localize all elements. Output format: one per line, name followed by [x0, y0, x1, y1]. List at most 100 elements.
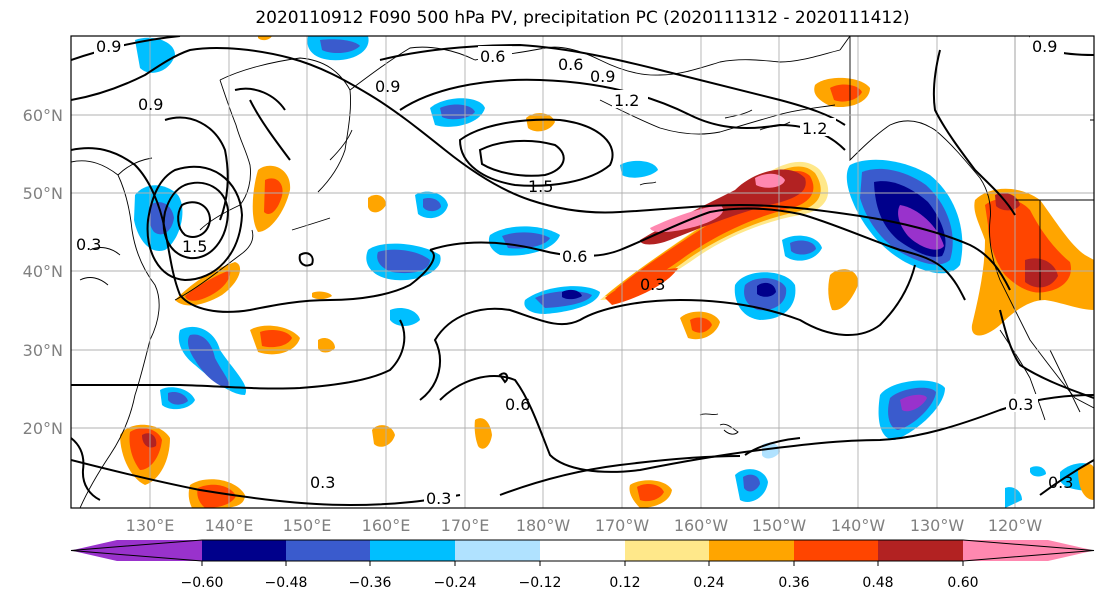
pv-contour-label: 1.5: [182, 237, 207, 256]
graticule: [71, 36, 1094, 508]
lat-labels: 60°N 50°N 40°N 30°N 20°N: [23, 106, 63, 438]
pv-contour: [234, 87, 286, 111]
colorbar-tick-label: −0.60: [181, 575, 224, 591]
pv-contour: [71, 459, 461, 507]
coastline: [349, 46, 476, 91]
precip-positive-region: [312, 291, 332, 300]
colorbar-tick-label: −0.36: [349, 575, 392, 591]
lon-label: 180°W: [516, 516, 571, 535]
label-bg: [612, 90, 648, 108]
precip-positive-region: [264, 178, 283, 215]
colorbar-tick-label: −0.12: [519, 575, 562, 591]
precip-positive-region: [185, 270, 231, 301]
precip-negative-region: [187, 334, 229, 388]
precip-positive-region: [637, 484, 664, 502]
pv-contour: [164, 116, 229, 221]
pv-contour-label: 0.3: [1048, 473, 1073, 492]
lon-label: 150°W: [752, 516, 807, 535]
pv-contour: [1039, 459, 1094, 496]
lon-label: 130°W: [910, 516, 965, 535]
colorbar-tick-label: 0.48: [862, 575, 893, 591]
precip-positive-region: [372, 425, 395, 447]
map-plot-area: 0.9 0.6 0.6 0.9 0.9 1.2 1.2 1.5 0.9 1.5 …: [71, 36, 1094, 508]
coastline: [219, 57, 351, 193]
precip-negative-region: [390, 308, 420, 326]
pv-contour: [249, 99, 291, 161]
label-bg: [478, 46, 512, 64]
precip-negative-region: [1030, 466, 1046, 477]
precip-positive-region: [650, 205, 724, 233]
precip-negative-region: [562, 289, 582, 300]
coastline: [174, 229, 254, 301]
precip-positive-region: [142, 433, 157, 448]
colorbar-swatch: [540, 540, 625, 561]
colorbar-labels: −0.60 −0.48 −0.36 −0.24 −0.12 0.12 0.24 …: [181, 575, 979, 591]
colorbar-tick-label: 0.12: [609, 575, 640, 591]
precip-positive-region: [830, 84, 862, 102]
precip-negative-region: [757, 282, 776, 297]
precip-negative-region: [440, 104, 475, 120]
pv-contours: [71, 36, 1094, 507]
precip-negative-region: [377, 249, 430, 274]
pv-contour: [744, 437, 801, 456]
pv-contour: [498, 372, 509, 384]
pv-contour: [499, 455, 741, 496]
precip-positive-region: [828, 269, 859, 311]
lat-label: 60°N: [23, 106, 63, 125]
coastline: [71, 160, 160, 508]
colorbar-swatch: [202, 540, 286, 561]
pv-contour: [399, 78, 846, 151]
pv-contour-label: 0.3: [426, 489, 451, 508]
precip-positive-region: [318, 337, 335, 353]
precip-positive-region: [368, 194, 386, 213]
label-bg: [94, 37, 124, 55]
precip-negative-region: [168, 391, 188, 405]
pv-contour: [932, 49, 1016, 216]
colorbar-swatch: [625, 540, 709, 561]
pv-contour: [458, 118, 614, 187]
colorbar: [70, 539, 1095, 566]
pv-contour-labels: 0.9 0.6 0.6 0.9 0.9 1.2 1.2 1.5 0.9 1.5 …: [76, 36, 1073, 508]
lon-label: 150°E: [283, 516, 332, 535]
lon-label: 140°E: [205, 516, 254, 535]
pv-contour-label: 0.9: [375, 77, 400, 96]
label-bg: [560, 246, 594, 264]
colorbar-tick-label: 0.36: [778, 575, 809, 591]
colorbar-tick-label: −0.48: [265, 575, 308, 591]
pv-contour-label: 0.6: [558, 55, 583, 74]
colorbar-swatch: [286, 540, 370, 561]
colorbar-tick-label: 0.60: [947, 575, 978, 591]
pv-contour: [419, 264, 916, 401]
precip-negative-region: [1005, 487, 1022, 508]
pv-contour-label: 0.6: [505, 395, 530, 414]
precip-positive-region: [1078, 464, 1094, 500]
pv-contour: [379, 43, 846, 126]
lat-label: 20°N: [23, 419, 63, 438]
precip-negative-region: [743, 474, 760, 492]
lon-label: 160°E: [362, 516, 411, 535]
precip-positive-region: [755, 173, 785, 188]
pv-contour-label: 1.2: [802, 119, 827, 138]
precip-positive-region: [260, 330, 292, 348]
precip-negative-region: [148, 202, 174, 235]
coastlines: [71, 36, 1094, 508]
pv-contour-label: 0.3: [310, 473, 335, 492]
colorbar-swatch: [370, 540, 455, 561]
precip-negative-region: [900, 394, 927, 412]
colorbar-swatch: [794, 540, 878, 561]
precip-negative-region: [762, 442, 780, 459]
pv-contour: [71, 147, 435, 313]
precip-positive-region: [526, 113, 555, 132]
pv-contour-label: 0.9: [96, 37, 121, 56]
label-bg: [800, 118, 836, 136]
colorbar-swatch: [878, 540, 963, 561]
colorbar-tick-label: 0.24: [693, 575, 724, 591]
lon-label: 170°W: [595, 516, 650, 535]
pv-contour: [429, 207, 966, 301]
precip-positive-region: [258, 36, 272, 41]
pv-contour-label: 0.3: [76, 235, 101, 254]
lat-label: 50°N: [23, 184, 63, 203]
lon-label: 120°W: [988, 516, 1043, 535]
coastline: [839, 36, 1094, 409]
